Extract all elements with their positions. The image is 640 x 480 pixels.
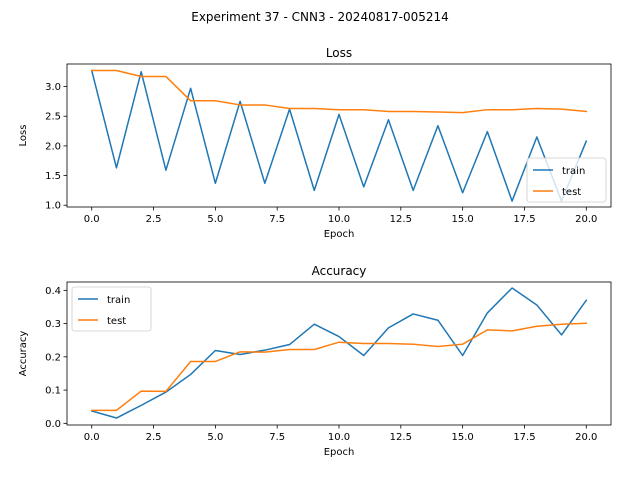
loss-title: Loss (326, 46, 352, 60)
accuracy-y-tick-label: 0.4 (45, 286, 61, 297)
loss-legend-label-test: test (562, 187, 581, 198)
accuracy-y-tick-label: 0.2 (45, 352, 61, 363)
accuracy-legend: train test (71, 286, 152, 332)
loss-x-tick-label: 0.0 (84, 214, 100, 225)
loss-y-tick-label: 3.0 (45, 82, 61, 93)
loss-legend-label-train: train (562, 166, 585, 177)
accuracy-x-tick-label: 12.5 (390, 432, 412, 443)
accuracy-legend-label-test: test (107, 316, 126, 327)
loss-panel: 0.0 2.5 5.0 7.5 10.0 12.5 15.0 17.5 20.0 1.0 1.5 2.… (18, 46, 612, 240)
accuracy-x-tick-label: 17.5 (513, 432, 535, 443)
accuracy-x-axis-label: Epoch (324, 447, 355, 458)
loss-y-tick-label: 1.0 (45, 201, 61, 212)
loss-y-axis-label: Loss (18, 125, 29, 147)
accuracy-series-lines (90, 287, 588, 419)
accuracy-x-tick-label: 2.5 (146, 432, 162, 443)
accuracy-legend-label-train: train (107, 295, 130, 306)
loss-x-axis-label: Epoch (324, 229, 355, 240)
accuracy-train-line (90, 287, 588, 419)
loss-x-tick-label: 12.5 (390, 214, 412, 225)
accuracy-panel: 0.0 2.5 5.0 7.5 10.0 12.5 15.0 17.5 20.0 0.0 0.1 0.… (18, 264, 612, 458)
loss-series-lines (90, 69, 588, 202)
loss-x-tick-label: 5.0 (207, 214, 223, 225)
accuracy-y-axis-label: Accuracy (18, 331, 29, 377)
figure-title: Experiment 37 - CNN3 - 20240817-005214 (191, 10, 449, 24)
accuracy-x-tick-label: 0.0 (84, 432, 100, 443)
accuracy-title: Accuracy (312, 264, 367, 278)
accuracy-y-tick-label: 0.0 (45, 419, 61, 430)
accuracy-y-tick-label: 0.3 (45, 319, 61, 330)
loss-y-tick-label: 2.5 (45, 112, 61, 123)
loss-legend: train test (526, 157, 607, 203)
accuracy-x-tick-label: 10.0 (328, 432, 350, 443)
accuracy-x-tick-label: 7.5 (269, 432, 285, 443)
accuracy-y-tick-label: 0.1 (45, 386, 61, 397)
loss-x-tick-label: 2.5 (146, 214, 162, 225)
accuracy-x-tick-label: 20.0 (575, 432, 597, 443)
loss-x-tick-label: 15.0 (452, 214, 474, 225)
accuracy-x-tick-label: 5.0 (207, 432, 223, 443)
loss-x-tick-label: 17.5 (513, 214, 535, 225)
loss-x-tick-label: 10.0 (328, 214, 350, 225)
loss-x-tick-label: 20.0 (575, 214, 597, 225)
loss-y-tick-label: 2.0 (45, 141, 61, 152)
loss-train-line (90, 69, 588, 202)
loss-x-tick-label: 7.5 (269, 214, 285, 225)
loss-y-tick-label: 1.5 (45, 171, 61, 182)
accuracy-test-line (90, 322, 588, 412)
loss-test-line (90, 69, 588, 114)
accuracy-x-tick-label: 15.0 (452, 432, 474, 443)
